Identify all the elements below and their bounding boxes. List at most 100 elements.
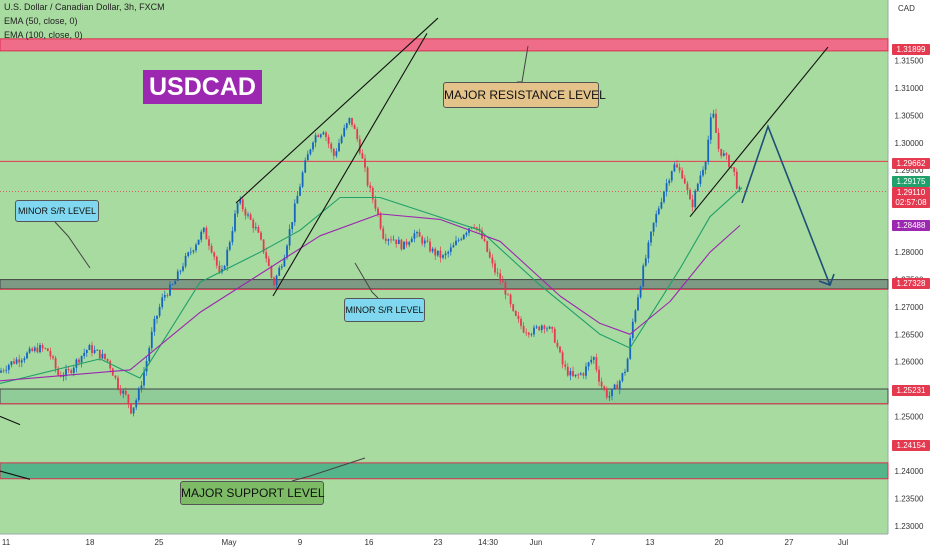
candle-body bbox=[140, 385, 143, 390]
candle-body bbox=[374, 199, 377, 209]
candle-body bbox=[676, 164, 678, 168]
candle-body bbox=[410, 238, 413, 243]
ema100-line[interactable] bbox=[0, 213, 741, 382]
candle-body bbox=[728, 155, 730, 168]
usdcad-tag[interactable]: USDCAD bbox=[143, 70, 262, 104]
candle-body bbox=[660, 202, 663, 209]
candle-body bbox=[153, 318, 156, 332]
candle-body bbox=[241, 199, 244, 210]
candle-body bbox=[704, 162, 707, 170]
candle-body bbox=[150, 331, 153, 349]
candle-body bbox=[650, 231, 652, 243]
trendline[interactable] bbox=[272, 33, 428, 297]
candle-body bbox=[257, 227, 260, 233]
major-support-note[interactable]: MAJOR SUPPORT LEVEL bbox=[180, 481, 325, 505]
candle-body bbox=[709, 117, 712, 140]
candle-body bbox=[426, 240, 429, 242]
candle-body bbox=[65, 369, 67, 376]
candle-body bbox=[195, 244, 197, 251]
y-tick-label: 1.27000 bbox=[895, 303, 924, 312]
candle-body bbox=[488, 251, 491, 258]
candle-body bbox=[452, 245, 455, 248]
candle-body bbox=[262, 239, 265, 253]
candle-body bbox=[483, 238, 486, 241]
candle-body bbox=[265, 252, 268, 259]
candle-body bbox=[382, 228, 385, 239]
time-axis[interactable] bbox=[0, 534, 888, 550]
trendline[interactable] bbox=[0, 415, 21, 426]
price-label-support-bottom: 1.24154 bbox=[892, 440, 930, 451]
candle-body bbox=[239, 199, 242, 204]
candle-body bbox=[733, 167, 736, 172]
projection-path[interactable] bbox=[741, 124, 831, 286]
candle-body bbox=[434, 248, 437, 256]
y-tick-label: 1.23500 bbox=[895, 494, 924, 503]
candle-body bbox=[663, 191, 665, 203]
minor-sr-note-mid[interactable]: MINOR S/R LEVEL bbox=[344, 298, 425, 322]
candle-body bbox=[26, 352, 28, 359]
trendline[interactable] bbox=[0, 470, 31, 480]
candle-body bbox=[707, 139, 710, 163]
candle-body bbox=[223, 265, 226, 270]
candle-body bbox=[104, 353, 106, 359]
x-tick-label: 9 bbox=[298, 538, 303, 547]
candle-body bbox=[665, 183, 668, 192]
trendline[interactable] bbox=[235, 17, 439, 204]
candle-body bbox=[137, 389, 140, 401]
candle-body bbox=[5, 369, 8, 371]
candle-body bbox=[644, 258, 647, 266]
candle-body bbox=[234, 213, 236, 232]
trendline[interactable] bbox=[689, 46, 829, 218]
candle-body bbox=[124, 390, 127, 395]
price-label-level-1: 1.29662 bbox=[892, 158, 930, 169]
major-resistance-zone[interactable] bbox=[0, 38, 889, 52]
ema50-legend[interactable]: EMA (50, close, 0) bbox=[4, 16, 78, 26]
candle-body bbox=[613, 384, 616, 389]
price-label-resistance: 1.31899 bbox=[892, 44, 930, 55]
major-support-zone[interactable] bbox=[0, 462, 889, 480]
minor-sr-zone[interactable] bbox=[0, 279, 889, 290]
candle-body bbox=[585, 366, 587, 376]
candle-body bbox=[473, 226, 476, 228]
candle-body bbox=[327, 137, 330, 144]
currency-label: CAD bbox=[898, 4, 915, 13]
candle-body bbox=[317, 135, 320, 137]
candle-body bbox=[418, 232, 421, 237]
minor-support-zone[interactable] bbox=[0, 388, 889, 405]
candle-body bbox=[254, 227, 257, 229]
major-resistance-note[interactable]: MAJOR RESISTANCE LEVEL bbox=[443, 82, 606, 108]
candle-body bbox=[730, 167, 733, 168]
minor-sr-note-left[interactable]: MINOR S/R LEVEL bbox=[15, 200, 99, 222]
candle-body bbox=[543, 325, 546, 329]
candle-body bbox=[119, 388, 122, 394]
candle-body bbox=[78, 359, 80, 363]
price-axis[interactable] bbox=[888, 0, 932, 534]
candle-body bbox=[130, 403, 132, 414]
candle-body bbox=[600, 381, 603, 387]
candle-body bbox=[715, 113, 717, 133]
candle-body bbox=[611, 388, 613, 397]
candle-body bbox=[52, 356, 54, 359]
candle-body bbox=[421, 236, 424, 244]
candle-body bbox=[605, 388, 608, 398]
candle-body bbox=[514, 310, 517, 316]
candle-body bbox=[163, 294, 166, 298]
y-tick-label: 1.30000 bbox=[895, 139, 924, 148]
candle-body bbox=[712, 113, 715, 118]
candle-body bbox=[143, 371, 145, 386]
candle-body bbox=[449, 247, 452, 252]
candle-body bbox=[291, 222, 294, 230]
y-tick-label: 1.26000 bbox=[895, 358, 924, 367]
candle-body bbox=[91, 345, 93, 353]
ema100-legend[interactable]: EMA (100, close, 0) bbox=[4, 30, 83, 40]
candle-body bbox=[637, 297, 639, 311]
candle-body bbox=[67, 369, 70, 371]
projection-arrowhead bbox=[818, 273, 835, 287]
candle-body bbox=[296, 195, 299, 204]
candle-body bbox=[574, 374, 577, 377]
ema50-line[interactable] bbox=[0, 187, 743, 385]
price-label-ema-slow: 1.28488 bbox=[892, 220, 930, 231]
candle-body bbox=[330, 143, 333, 149]
candle-body bbox=[325, 132, 327, 138]
